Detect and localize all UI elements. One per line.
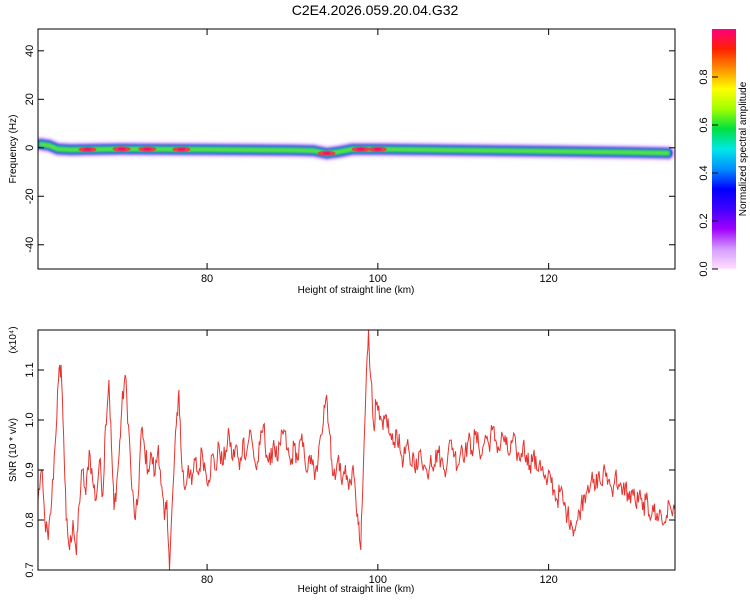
colorbar-axes: 0.0 0.2 0.4 0.6 0.8 [698, 69, 718, 277]
spectrogram-y-axis-title: Frequency (Hz) [8, 115, 19, 184]
spectrogram-y-tick-label: 0 [24, 145, 36, 151]
snr-y-tick-label: 0.7 [24, 562, 36, 577]
spectrogram-y-tick-label: -20 [24, 188, 36, 204]
snr-frame [37, 329, 676, 571]
colorbar-tick-label: 0.0 [698, 261, 710, 276]
snr-y-tick-label: 1.0 [24, 412, 36, 427]
spectrogram-x-tick-label: 120 [539, 273, 557, 285]
snr-y-tick-label: 0.8 [24, 512, 36, 527]
spectrogram-y-tick-label: 20 [24, 93, 36, 105]
colorbar: 0.0 0.2 0.4 0.6 0.8 Normalized spectral ampl… [698, 29, 749, 277]
spectral-hot-spots [78, 146, 387, 156]
spectrogram-x-axis-title: Height of straight line (km) [298, 285, 415, 296]
spectrogram-panel: 80 100 120 40 20 0 -20 -40 Height of straight l… [8, 28, 676, 296]
snr-y-tick-label: 0.9 [24, 462, 36, 477]
snr-x-tick-label: 100 [369, 574, 387, 586]
colorbar-label: Normalized spectral amplitude [738, 81, 749, 216]
snr-series-line [38, 330, 675, 570]
spectral-hot-spot-core [373, 148, 382, 151]
snr-y-axis-title: SNR (10 * v/v) [8, 418, 19, 482]
spectrogram-y-tick-label: 40 [24, 45, 36, 57]
spectral-hot-spot-core [177, 148, 186, 151]
snr-scale-label: (x10⁴) [8, 326, 19, 353]
snr-y-tick-label: 1.1 [24, 362, 36, 377]
spectral-hot-spot-core [143, 147, 152, 151]
chart-title: C2E4.2026.059.20.04.G32 [291, 2, 459, 18]
spectral-hot-spot-core [356, 148, 365, 151]
snr-axes: 80 100 120 0.7 0.8 0.9 1.0 1.1 [24, 330, 675, 586]
colorbar-tick-label: 0.6 [698, 117, 710, 132]
spectral-hot-spot-core [322, 152, 331, 155]
spectrogram-x-tick-label: 100 [369, 273, 387, 285]
spectral-hot-spot-core [117, 147, 126, 151]
colorbar-tick-label: 0.2 [698, 213, 710, 228]
snr-x-tick-label: 80 [201, 574, 213, 586]
spectrogram-frame [37, 28, 676, 270]
snr-x-axis-title: Height of straight line (km) [298, 584, 415, 595]
spectral-hot-spot-core [83, 148, 92, 151]
snr-x-tick-label: 120 [539, 574, 557, 586]
spectrogram-y-tick-label: -40 [24, 237, 36, 253]
spectrogram-x-tick-label: 80 [201, 273, 213, 285]
spectrogram-axes: 80 100 120 40 20 0 -20 -40 [24, 29, 675, 285]
snr-panel: 80 100 120 0.7 0.8 0.9 1.0 1.1 Height of straig… [8, 326, 676, 595]
colorbar-tick-label: 0.4 [698, 165, 710, 180]
colorbar-gradient [712, 29, 736, 269]
colorbar-tick-label: 0.8 [698, 69, 710, 84]
